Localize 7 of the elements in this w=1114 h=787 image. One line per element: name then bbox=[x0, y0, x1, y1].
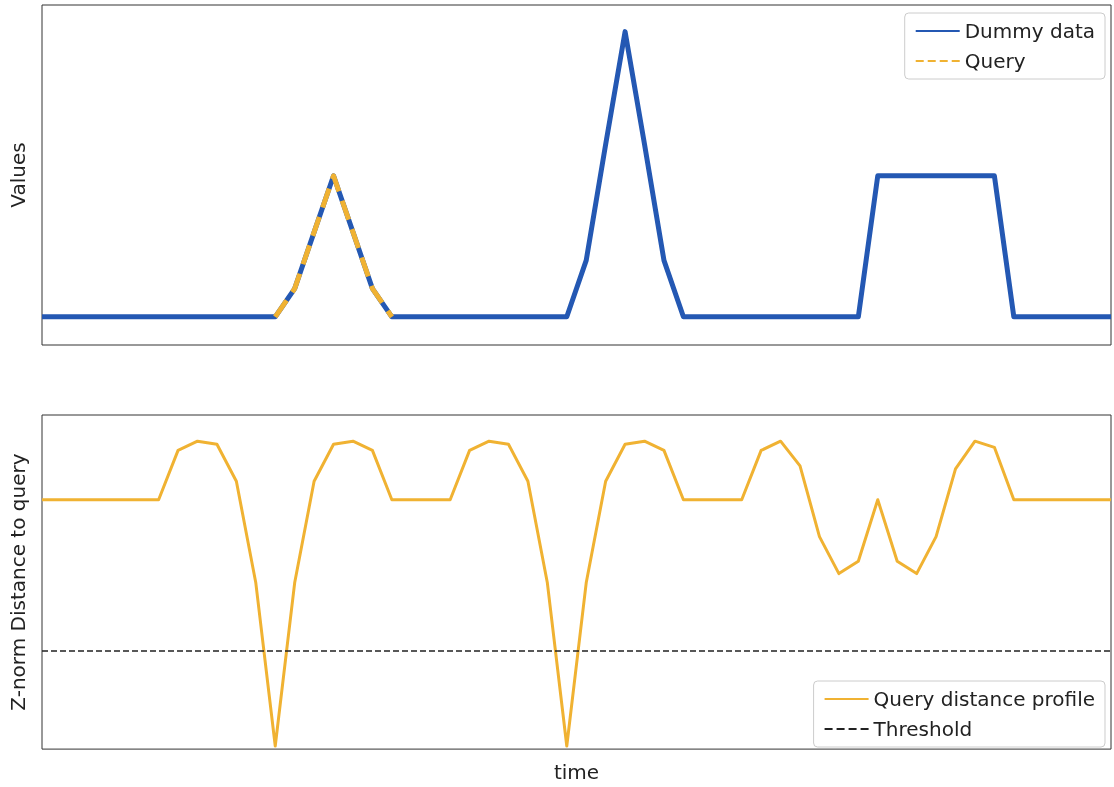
legend-label: Threshold bbox=[872, 717, 973, 741]
y-axis-title: Z-norm Distance to query bbox=[6, 453, 30, 711]
y-axis-title: Values bbox=[6, 142, 30, 208]
x-axis-title: time bbox=[553, 760, 600, 784]
legend-label: Query bbox=[964, 49, 1026, 73]
legend-label: Dummy data bbox=[964, 19, 1096, 43]
legend-label: Query distance profile bbox=[873, 687, 1096, 711]
